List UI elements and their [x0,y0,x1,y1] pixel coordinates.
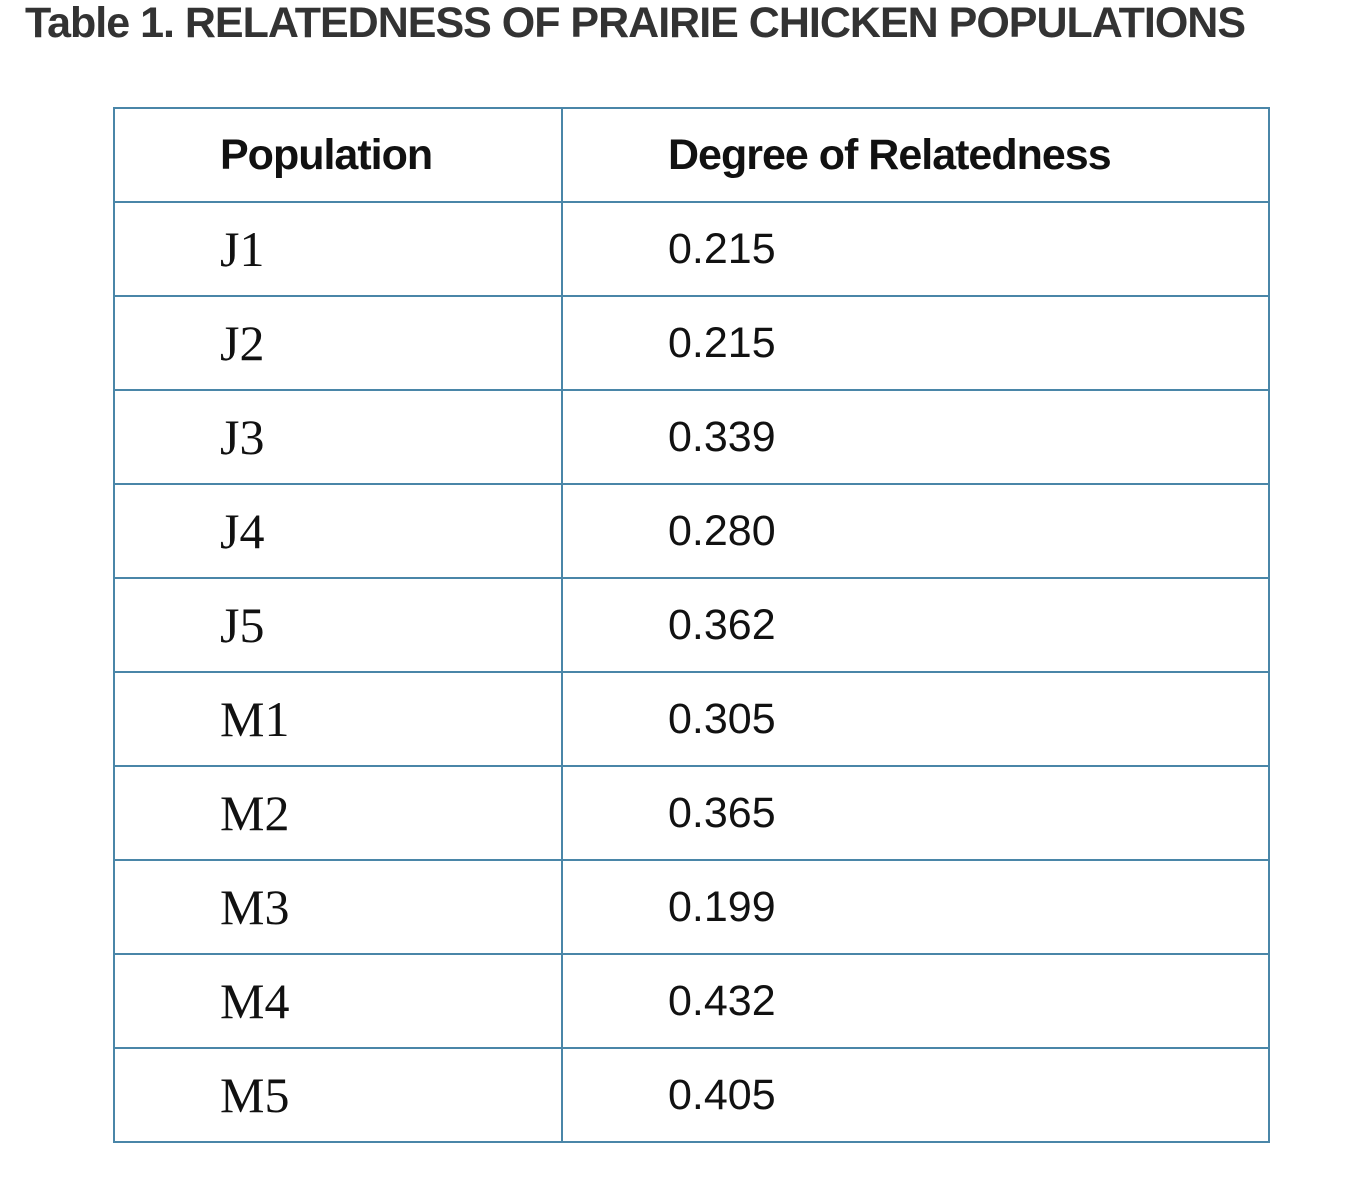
relatedness-cell: 0.215 [561,201,1270,297]
table-row: J3 0.339 [113,389,1270,485]
table-row: J4 0.280 [113,483,1270,579]
population-cell: J5 [113,577,563,673]
relatedness-cell: 0.280 [561,483,1270,579]
table-body: J1 0.215 J2 0.215 J3 0.339 J4 0.280 J5 0.362 M1 0.3… [113,201,1270,1143]
population-cell: J1 [113,201,563,297]
table-row: J2 0.215 [113,295,1270,391]
table-row: M1 0.305 [113,671,1270,767]
relatedness-cell: 0.432 [561,953,1270,1049]
header-cell: Degree of Relatedness [561,107,1270,203]
population-cell: J4 [113,483,563,579]
population-cell: J3 [113,389,563,485]
relatedness-cell: 0.365 [561,765,1270,861]
population-cell: J2 [113,295,563,391]
data-table: Population Degree of Relatedness J1 0.215 J… [113,107,1270,1143]
relatedness-cell: 0.199 [561,859,1270,955]
population-cell: M1 [113,671,563,767]
population-cell: M3 [113,859,563,955]
population-cell: M4 [113,953,563,1049]
relatedness-cell: 0.305 [561,671,1270,767]
table-head: Population Degree of Relatedness [113,107,1270,203]
table-row: J1 0.215 [113,201,1270,297]
relatedness-cell: 0.405 [561,1047,1270,1143]
table-row: J5 0.362 [113,577,1270,673]
relatedness-cell: 0.362 [561,577,1270,673]
relatedness-cell: 0.215 [561,295,1270,391]
population-cell: M5 [113,1047,563,1143]
relatedness-cell: 0.339 [561,389,1270,485]
table-row: M5 0.405 [113,1047,1270,1143]
table-row: M2 0.365 [113,765,1270,861]
table-title: Table 1. RELATEDNESS OF PRAIRIE CHICKEN … [25,0,1246,47]
header-row: Population Degree of Relatedness [113,107,1270,203]
table-row: M4 0.432 [113,953,1270,1049]
table-row: M3 0.199 [113,859,1270,955]
population-cell: M2 [113,765,563,861]
header-cell: Population [113,107,563,203]
